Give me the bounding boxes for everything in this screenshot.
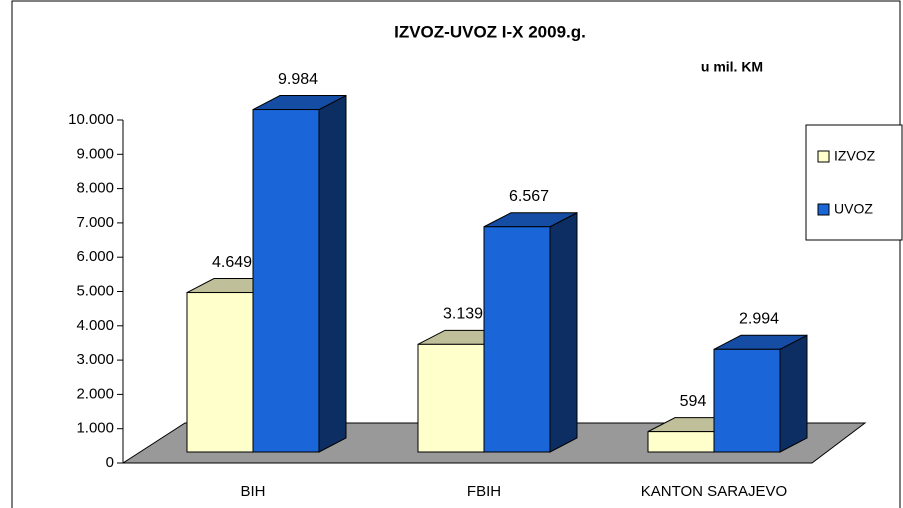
bar: [186, 292, 254, 453]
y-tick-label: 5.000: [76, 282, 114, 299]
y-tick-label: 2.000: [76, 385, 114, 402]
data-label: 6.567: [509, 188, 549, 205]
y-tick-label: 7.000: [76, 214, 114, 231]
bar: [647, 431, 715, 453]
data-label: 594: [680, 393, 707, 410]
x-tick-label: BIH: [240, 483, 265, 500]
data-label: 4.649: [212, 254, 252, 271]
legend-box: [805, 124, 903, 241]
legend-label: IZVOZ: [834, 148, 876, 164]
y-tick-label: 8.000: [76, 180, 114, 197]
data-label: 2.994: [739, 311, 779, 328]
y-tick-label: 1.000: [76, 420, 114, 437]
y-tick-label: 4.000: [76, 317, 114, 334]
chart-subtitle: u mil. KM: [701, 59, 763, 75]
bar: [252, 109, 320, 453]
legend-swatch: [817, 203, 830, 216]
data-label: 3.139: [443, 306, 483, 323]
x-tick-label: FBIH: [467, 483, 501, 500]
x-tick-label: KANTON SARAJEVO: [641, 483, 787, 500]
bar: [713, 348, 781, 453]
y-tick-label: 0: [106, 454, 114, 471]
legend-swatch: [817, 150, 830, 163]
bar-side: [779, 334, 808, 453]
data-label: 9.984: [278, 71, 318, 88]
bar: [483, 226, 551, 453]
legend-label: UVOZ: [834, 201, 873, 217]
bar-side: [318, 94, 347, 453]
bar: [417, 343, 485, 453]
chart-title: IZVOZ-UVOZ I-X 2009.g.: [394, 22, 586, 41]
bar-side: [549, 211, 578, 453]
y-tick-label: 6.000: [76, 248, 114, 265]
y-tick-label: 10.000: [68, 111, 114, 128]
y-tick-label: 9.000: [76, 145, 114, 162]
y-tick-label: 3.000: [76, 351, 114, 368]
